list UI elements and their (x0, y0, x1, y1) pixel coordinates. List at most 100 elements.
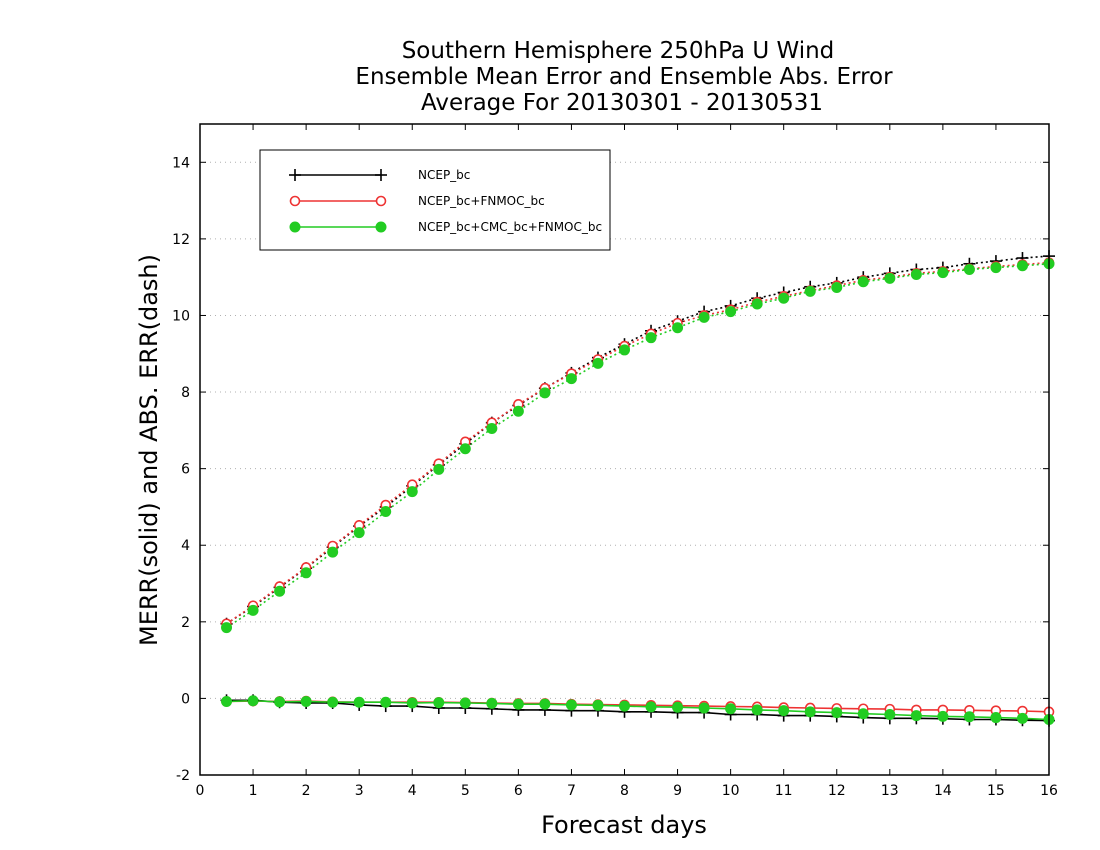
gridlines (200, 161, 1049, 776)
point-mean-err-ncep-bc-cmc-bc-fnmoc-bc-2-28 (963, 711, 975, 723)
point-abs-err-ncep-bc-cmc-bc-fnmoc-bc-2-27 (937, 267, 949, 279)
point-abs-err-ncep-bc-cmc-bc-fnmoc-bc-2-25 (884, 272, 896, 284)
point-mean-err-ncep-bc-cmc-bc-fnmoc-bc-2-24 (857, 708, 869, 720)
point-abs-err-ncep-bc-cmc-bc-fnmoc-bc-2-21 (778, 292, 790, 304)
x-tick-label-14: 14 (934, 783, 952, 799)
y-tick-label-y4: 4 (181, 538, 190, 554)
chart-title-line-1: Southern Hemisphere 250hPa U Wind (402, 38, 835, 64)
series-line-abs-err-ncep-bc-fnmoc-bc-1 (226, 261, 1050, 625)
point-mean-err-ncep-bc-cmc-bc-fnmoc-bc-2-18 (698, 702, 710, 714)
y-tick-label-y2: 2 (181, 615, 190, 631)
legend-marker-left-ncep-bc-0 (289, 169, 301, 181)
legend-box (259, 149, 611, 251)
point-mean-err-ncep-bc-cmc-bc-fnmoc-bc-2-13 (565, 699, 577, 711)
legend-marker-left-ncep-bc-fnmoc-bc-1 (289, 195, 301, 207)
point-abs-err-ncep-bc-cmc-bc-fnmoc-bc-2-13 (565, 373, 577, 385)
chart-title-line-3: Average For 20130301 - 20130531 (421, 90, 823, 116)
point-abs-err-ncep-bc-cmc-bc-fnmoc-bc-2-7 (406, 486, 418, 498)
x-tick-label-1: 1 (249, 783, 258, 799)
y-tick-label-y14: 14 (172, 155, 190, 171)
legend-marker-left-ncep-bc-cmc-bc-fnmoc-bc-2 (289, 221, 301, 233)
point-mean-err-ncep-bc-cmc-bc-fnmoc-bc-2-15 (619, 700, 630, 712)
legend: NCEP_bc NCEP_bc+FNMOC_bc NCEP_bc+CMC_bc+FN… (259, 149, 611, 251)
x-tick-label-8: 8 (620, 783, 629, 799)
legend-marker-right-ncep-bc-cmc-bc-fnmoc-bc-2 (375, 221, 387, 233)
point-abs-err-ncep-bc-cmc-bc-fnmoc-bc-2-19 (725, 306, 737, 318)
point-abs-err-ncep-bc-cmc-bc-fnmoc-bc-2-1 (247, 604, 259, 616)
point-mean-err-ncep-bc-cmc-bc-fnmoc-bc-2-17 (672, 701, 684, 713)
point-mean-err-ncep-bc-cmc-bc-fnmoc-bc-2-6 (380, 696, 392, 708)
x-tick-label-5: 5 (461, 783, 470, 799)
x-tick-label-9: 9 (673, 783, 682, 799)
point-abs-err-ncep-bc-cmc-bc-fnmoc-bc-2-17 (672, 322, 684, 334)
point-abs-err-ncep-bc-cmc-bc-fnmoc-bc-2-15 (619, 344, 630, 356)
y-tick-label-yneg2: -2 (176, 768, 190, 784)
point-abs-err-ncep-bc-cmc-bc-fnmoc-bc-2-6 (380, 506, 392, 518)
point-mean-err-ncep-bc-cmc-bc-fnmoc-bc-2-29 (990, 712, 1002, 724)
point-abs-err-ncep-bc-cmc-bc-fnmoc-bc-2-26 (910, 268, 922, 280)
point-abs-err-ncep-bc-cmc-bc-fnmoc-bc-2-5 (353, 527, 365, 539)
point-mean-err-ncep-bc-cmc-bc-fnmoc-bc-2-30 (1016, 712, 1028, 724)
point-mean-err-ncep-bc-cmc-bc-fnmoc-bc-2-16 (645, 701, 657, 713)
point-mean-err-ncep-bc-cmc-bc-fnmoc-bc-2-14 (592, 699, 604, 711)
point-mean-err-ncep-bc-cmc-bc-fnmoc-bc-2-25 (884, 708, 896, 720)
point-mean-err-ncep-bc-cmc-bc-fnmoc-bc-2-9 (459, 697, 471, 709)
point-abs-err-ncep-bc-cmc-bc-fnmoc-bc-2-10 (486, 422, 498, 434)
point-abs-err-ncep-bc-cmc-bc-fnmoc-bc-2-29 (990, 262, 1002, 274)
point-abs-err-ncep-bc-cmc-bc-fnmoc-bc-2-30 (1016, 260, 1028, 272)
point-mean-err-ncep-bc-cmc-bc-fnmoc-bc-2-27 (937, 710, 949, 722)
y-tick-label-y8: 8 (181, 385, 190, 401)
x-axis-label: Forecast days (541, 811, 707, 839)
point-abs-err-ncep-bc-cmc-bc-fnmoc-bc-2-20 (751, 298, 763, 310)
y-tick-label-y10: 10 (172, 308, 190, 324)
y-tick-label-y6: 6 (181, 462, 190, 478)
point-mean-err-ncep-bc-cmc-bc-fnmoc-bc-2-8 (433, 697, 445, 709)
chart-title: Southern Hemisphere 250hPa U Wind Ensemb… (355, 38, 893, 116)
point-mean-err-ncep-bc-cmc-bc-fnmoc-bc-2-4 (327, 696, 339, 708)
point-abs-err-ncep-bc-cmc-bc-fnmoc-bc-2-24 (857, 276, 869, 288)
x-tick-label-4: 4 (408, 783, 417, 799)
x-tick-label-16: 16 (1040, 783, 1058, 799)
x-tick-label-7: 7 (567, 783, 576, 799)
x-tick-label-3: 3 (355, 783, 364, 799)
point-abs-err-ncep-bc-cmc-bc-fnmoc-bc-2-8 (433, 463, 445, 475)
point-abs-err-ncep-bc-cmc-bc-fnmoc-bc-2-2 (274, 585, 286, 597)
legend-label-ncep-bc-0: NCEP_bc (418, 168, 470, 182)
legend-marker-right-ncep-bc-0 (375, 169, 387, 181)
series-line-abs-err-ncep-bc-cmc-bc-fnmoc-bc-2 (226, 263, 1050, 629)
point-abs-err-ncep-bc-cmc-bc-fnmoc-bc-2-4 (327, 546, 339, 558)
point-abs-err-ncep-bc-cmc-bc-fnmoc-bc-2-0 (221, 622, 233, 634)
point-mean-err-ncep-bc-cmc-bc-fnmoc-bc-2-23 (831, 707, 843, 719)
point-mean-err-ncep-bc-cmc-bc-fnmoc-bc-2-12 (539, 698, 551, 710)
point-abs-err-ncep-bc-cmc-bc-fnmoc-bc-2-12 (539, 387, 551, 399)
point-mean-err-ncep-bc-cmc-bc-fnmoc-bc-2-11 (512, 698, 524, 710)
legend-label-ncep-bc-cmc-bc-fnmoc-bc-2: NCEP_bc+CMC_bc+FNMOC_bc (418, 220, 602, 234)
x-tick-label-15: 15 (987, 783, 1005, 799)
y-tick-label-y12: 12 (172, 232, 190, 248)
series-line-abs-err-ncep-bc-0 (226, 255, 1050, 625)
x-tick-label-12: 12 (828, 783, 846, 799)
point-abs-err-ncep-bc-cmc-bc-fnmoc-bc-2-11 (512, 405, 524, 417)
point-abs-err-ncep-bc-cmc-bc-fnmoc-bc-2-28 (963, 264, 975, 276)
x-tick-label-2: 2 (302, 783, 311, 799)
point-mean-err-ncep-bc-cmc-bc-fnmoc-bc-2-3 (300, 695, 312, 707)
point-mean-err-ncep-bc-cmc-bc-fnmoc-bc-2-7 (406, 697, 418, 709)
x-axis-ticks: 0 1 2 3 4 5 6 7 8 9 10 11 12 13 14 15 16 (196, 124, 1058, 799)
point-abs-err-ncep-bc-cmc-bc-fnmoc-bc-2-18 (698, 311, 710, 323)
series-lines (226, 255, 1050, 722)
point-abs-err-ncep-bc-cmc-bc-fnmoc-bc-2-23 (831, 282, 843, 294)
point-abs-err-ncep-bc-cmc-bc-fnmoc-bc-2-16 (645, 332, 657, 344)
point-abs-err-ncep-bc-cmc-bc-fnmoc-bc-2-22 (804, 285, 816, 297)
point-mean-err-ncep-bc-cmc-bc-fnmoc-bc-2-26 (910, 710, 922, 722)
point-mean-err-ncep-bc-cmc-bc-fnmoc-bc-2-20 (751, 704, 763, 716)
point-mean-err-ncep-bc-cmc-bc-fnmoc-bc-2-5 (353, 696, 365, 708)
x-tick-label-6: 6 (514, 783, 523, 799)
x-tick-label-13: 13 (881, 783, 899, 799)
x-tick-label-11: 11 (775, 783, 793, 799)
legend-label-ncep-bc-fnmoc-bc-1: NCEP_bc+FNMOC_bc (418, 194, 545, 208)
point-abs-err-ncep-bc-cmc-bc-fnmoc-bc-2-3 (300, 567, 312, 579)
plot-area-frame (199, 123, 1050, 776)
x-tick-label-10: 10 (722, 783, 740, 799)
series-markers (220, 250, 1055, 727)
